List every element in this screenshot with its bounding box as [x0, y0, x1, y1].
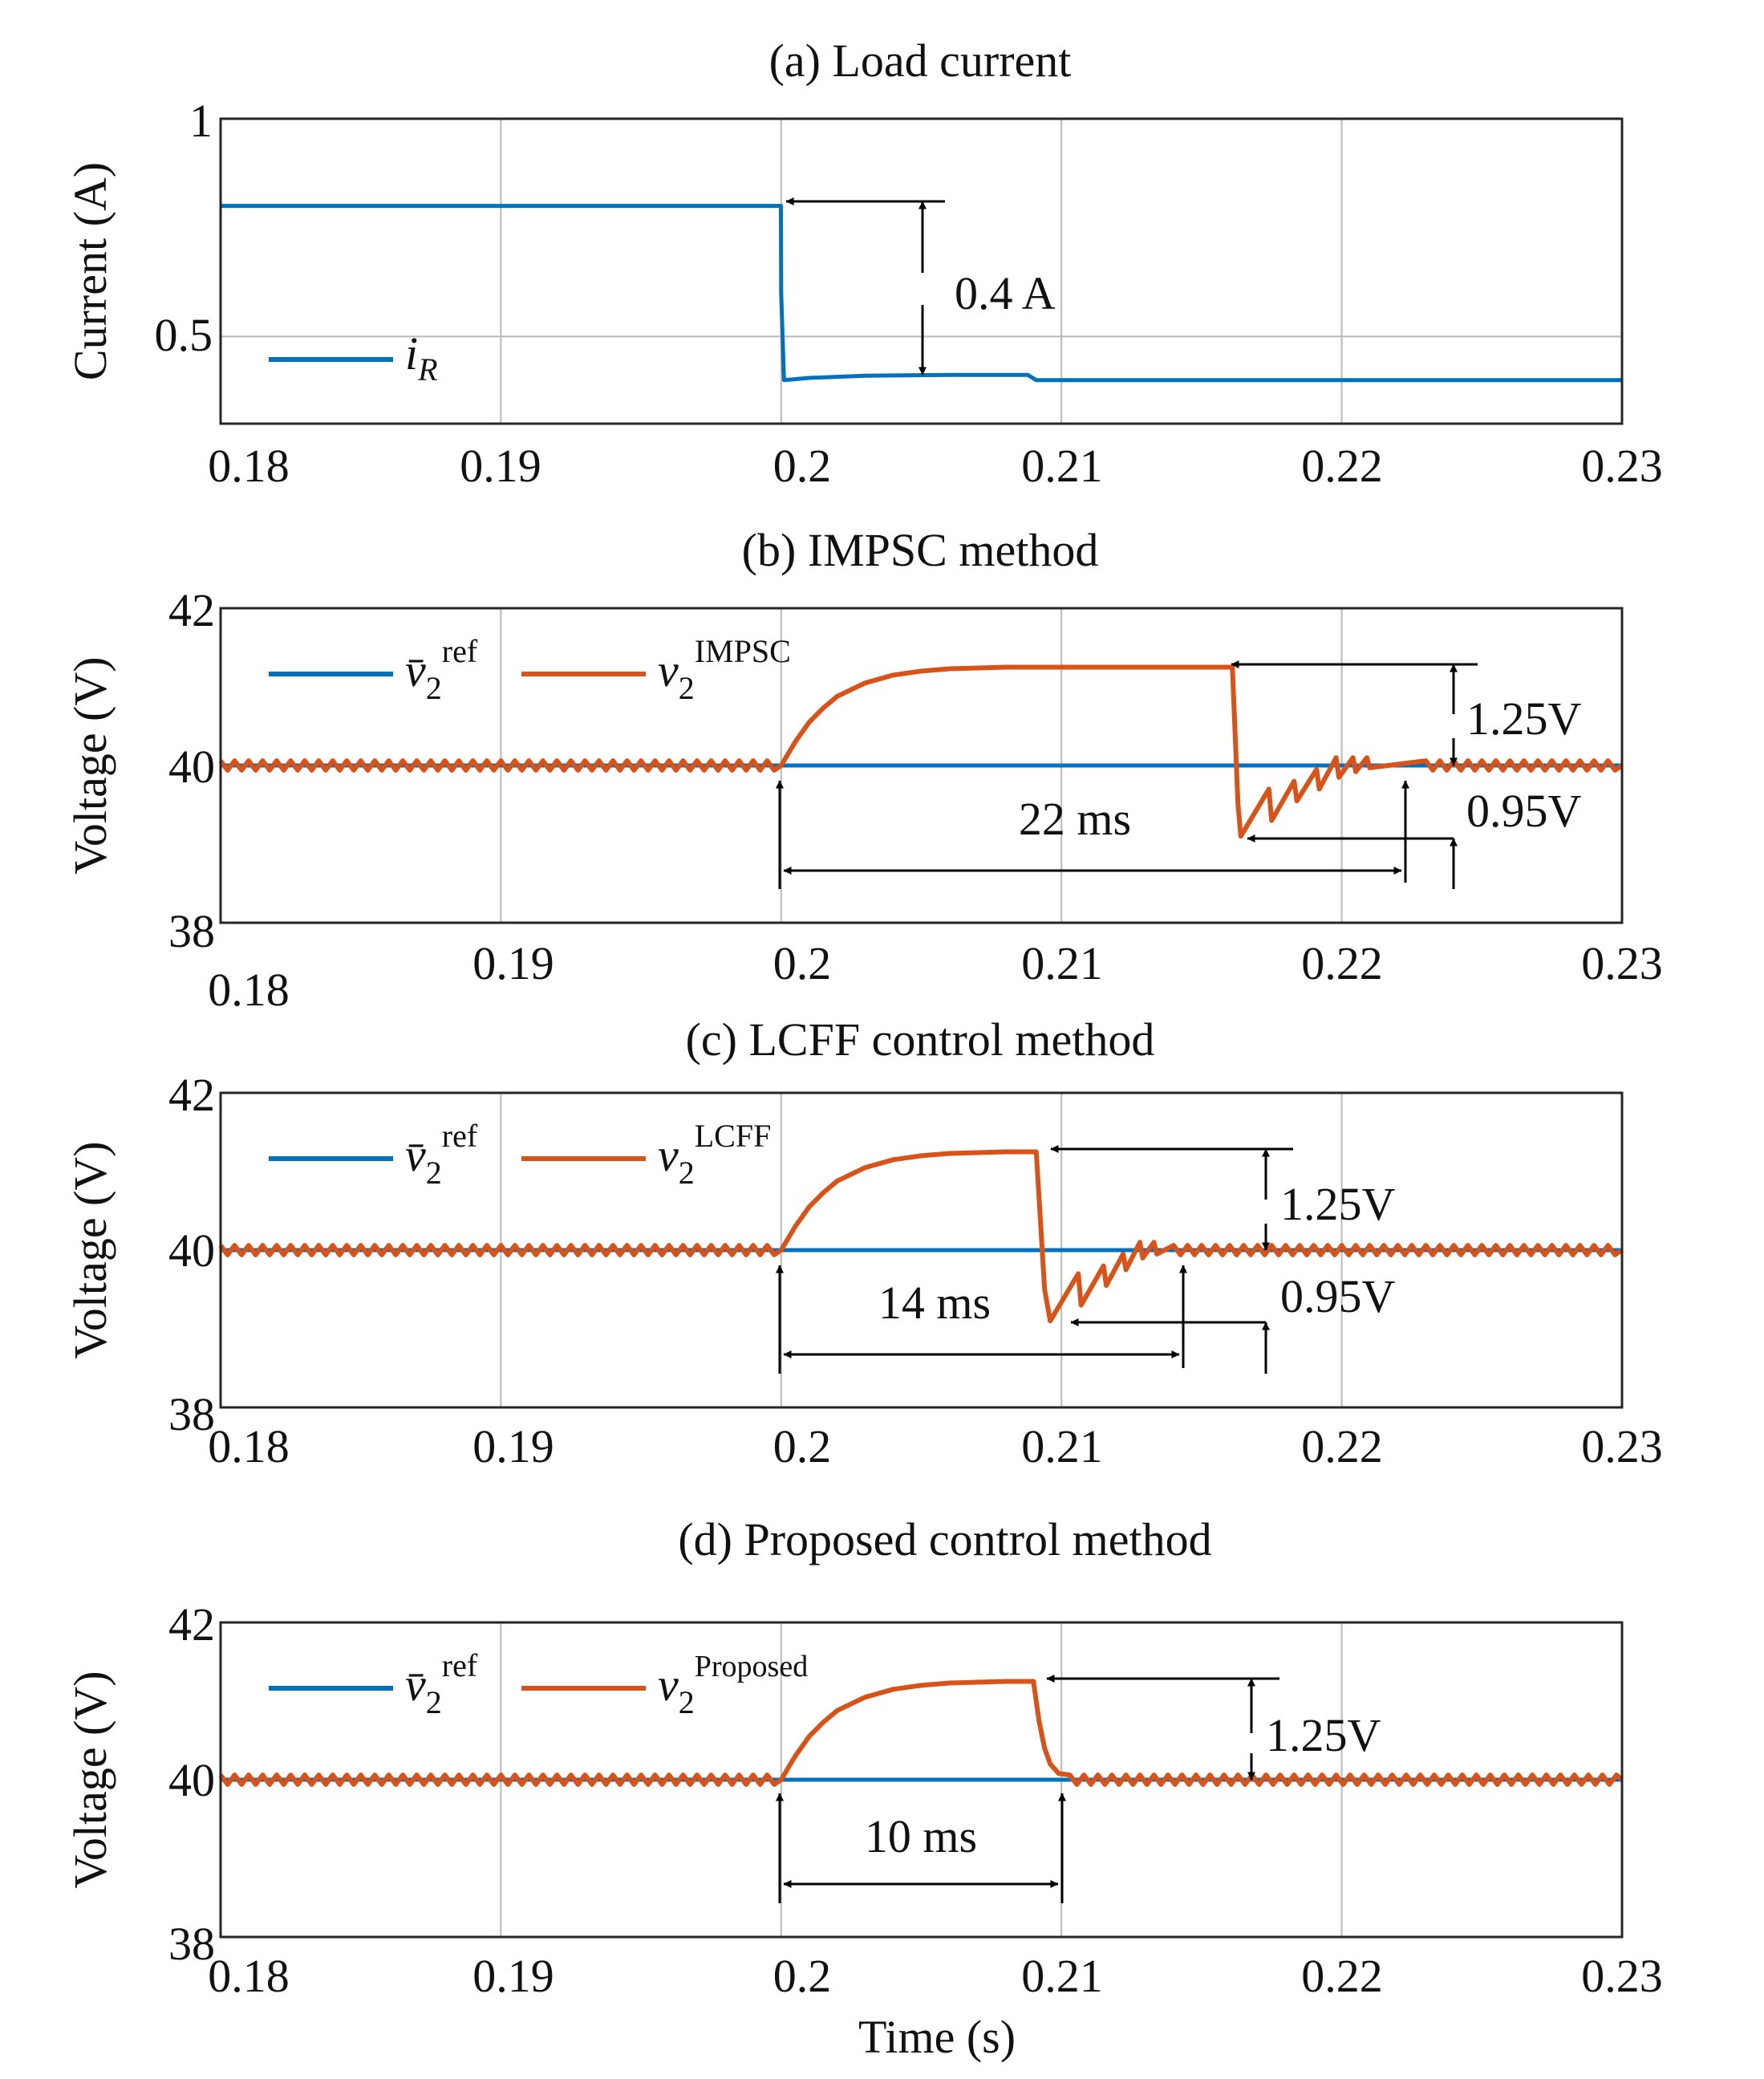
plot-frame	[219, 1621, 1624, 1939]
y-tick-labels: 38 40 42	[168, 584, 215, 957]
x-tick-label: 0.19	[472, 937, 554, 989]
x-tick-label: 0.21	[1021, 937, 1103, 989]
annotation-label: 0.95V	[1466, 785, 1582, 837]
y-tick-labels: 38 40 42	[168, 1598, 215, 1970]
y-tick-label: 40	[168, 1754, 215, 1806]
y-tick-label: 38	[168, 1388, 215, 1440]
y-tick-label: 40	[168, 741, 215, 793]
panel-lcff: (c) LCFF control method Voltage (V) 0.18…	[64, 1013, 1663, 1472]
annotation-label: 1.25V	[1280, 1178, 1396, 1230]
x-tick-labels: 0.18 0.19 0.2 0.21 0.22 0.23	[208, 440, 1663, 492]
panel-proposed: (d) Proposed control method Voltage (V) …	[64, 1513, 1663, 2063]
y-tick-labels: 38 40 42	[168, 1069, 215, 1440]
annotation-label: 0.4 A	[955, 267, 1056, 319]
panel-title: (b) IMPSC method	[742, 524, 1099, 576]
y-tick-label: 1	[189, 95, 213, 147]
series-line-0	[221, 204, 1622, 383]
annotation-label: 1.25V	[1466, 692, 1582, 745]
series-line-1	[218, 1679, 1624, 1787]
y-tick-label: 38	[168, 1918, 215, 1970]
y-tick-label: 40	[168, 1224, 215, 1277]
annotation-layer: 1.25V 10 ms	[776, 1675, 1381, 1903]
legend-label: v̄2ref	[405, 1118, 478, 1191]
legend-label: v̄2ref	[405, 633, 478, 706]
y-axis-label: Voltage (V)	[64, 1671, 116, 1888]
y-tick-label: 42	[168, 1598, 215, 1651]
y-tick-labels: 0.5 1	[155, 95, 213, 361]
x-tick-label: 0.2	[773, 1420, 832, 1472]
x-tick-label: 0.22	[1301, 1950, 1383, 2002]
x-tick-label: 0.23	[1581, 440, 1663, 492]
x-tick-labels: 0.18 0.19 0.2 0.21 0.22 0.23	[208, 937, 1663, 1016]
series-line-1	[218, 664, 1624, 839]
annotation-label: 22 ms	[1019, 793, 1131, 845]
annotation-label: 1.25V	[1266, 1709, 1381, 1761]
x-tick-labels: 0.18 0.19 0.2 0.21 0.22 0.23	[208, 1950, 1663, 2002]
legend: iR	[269, 327, 438, 388]
legend-label: v2IMPSC	[658, 633, 791, 706]
x-tick-label: 0.2	[773, 937, 832, 989]
panel-load-current: (a) Load current Current (A) 0.18 0.19 0…	[64, 35, 1663, 492]
series-layer	[218, 1149, 1624, 1324]
legend: v̄2ref v2LCFF	[269, 1118, 771, 1191]
panel-title: (d) Proposed control method	[678, 1513, 1211, 1565]
annotation-label: 0.95V	[1280, 1270, 1396, 1322]
annotation-label: 10 ms	[865, 1810, 977, 1862]
annotation-label: 14 ms	[878, 1277, 991, 1329]
legend-label: iR	[405, 327, 438, 388]
x-tick-label: 0.18	[208, 1420, 290, 1472]
legend-label: v2LCFF	[658, 1118, 771, 1191]
x-tick-label: 0.18	[208, 440, 290, 492]
panel-impsc: (b) IMPSC method Voltage (V) 0.18 0.19 0…	[64, 524, 1663, 1016]
x-tick-label: 0.2	[773, 1950, 832, 2002]
series-layer	[218, 664, 1624, 839]
y-tick-label: 42	[168, 584, 215, 636]
x-tick-label: 0.23	[1581, 1950, 1663, 2002]
x-tick-label: 0.22	[1301, 440, 1383, 492]
x-tick-label: 0.18	[208, 1950, 290, 2002]
y-tick-label: 38	[168, 905, 215, 957]
plot-frame	[219, 607, 1624, 924]
y-axis-label: Voltage (V)	[64, 1141, 116, 1358]
x-tick-label: 0.21	[1021, 440, 1103, 492]
x-tick-label: 0.21	[1021, 1950, 1103, 2002]
legend-label: v2Proposed	[658, 1650, 808, 1720]
plot-frame	[219, 117, 1624, 425]
x-tick-label: 0.22	[1301, 937, 1383, 989]
plot-frame	[219, 1091, 1624, 1409]
legend-label: v̄2ref	[405, 1647, 478, 1720]
series-layer	[221, 204, 1622, 383]
y-axis-label-group: Current (A)	[64, 162, 116, 380]
legend: v̄2ref v2IMPSC	[269, 633, 791, 706]
panel-title: (a) Load current	[769, 35, 1072, 87]
y-tick-label: 0.5	[155, 309, 213, 361]
y-tick-label: 42	[168, 1069, 215, 1121]
series-layer	[218, 1679, 1624, 1787]
legend: v̄2ref v2Proposed	[269, 1647, 808, 1720]
panel-title: (c) LCFF control method	[686, 1013, 1155, 1066]
x-tick-label: 0.19	[472, 1420, 554, 1472]
x-tick-label: 0.22	[1301, 1420, 1383, 1472]
x-tick-label: 0.23	[1581, 1420, 1663, 1472]
y-axis-label: Current (A)	[64, 162, 116, 380]
x-tick-label: 0.19	[460, 440, 541, 492]
x-axis-label: Time (s)	[858, 2011, 1016, 2063]
annotation-layer: 1.25V 0.95V 14 ms	[776, 1145, 1396, 1374]
annotation-layer: 0.4 A	[785, 197, 1056, 376]
x-tick-label: 0.18	[208, 964, 290, 1016]
x-tick-label: 0.21	[1021, 1420, 1103, 1472]
series-line-1	[218, 1149, 1624, 1324]
annotation-layer: 1.25V 0.95V 22 ms	[776, 660, 1582, 889]
x-tick-label: 0.2	[773, 440, 832, 492]
x-tick-label: 0.19	[472, 1950, 554, 2002]
x-tick-labels: 0.18 0.19 0.2 0.21 0.22 0.23	[208, 1420, 1663, 1472]
x-tick-label: 0.23	[1581, 937, 1663, 989]
y-axis-label: Voltage (V)	[64, 656, 116, 874]
